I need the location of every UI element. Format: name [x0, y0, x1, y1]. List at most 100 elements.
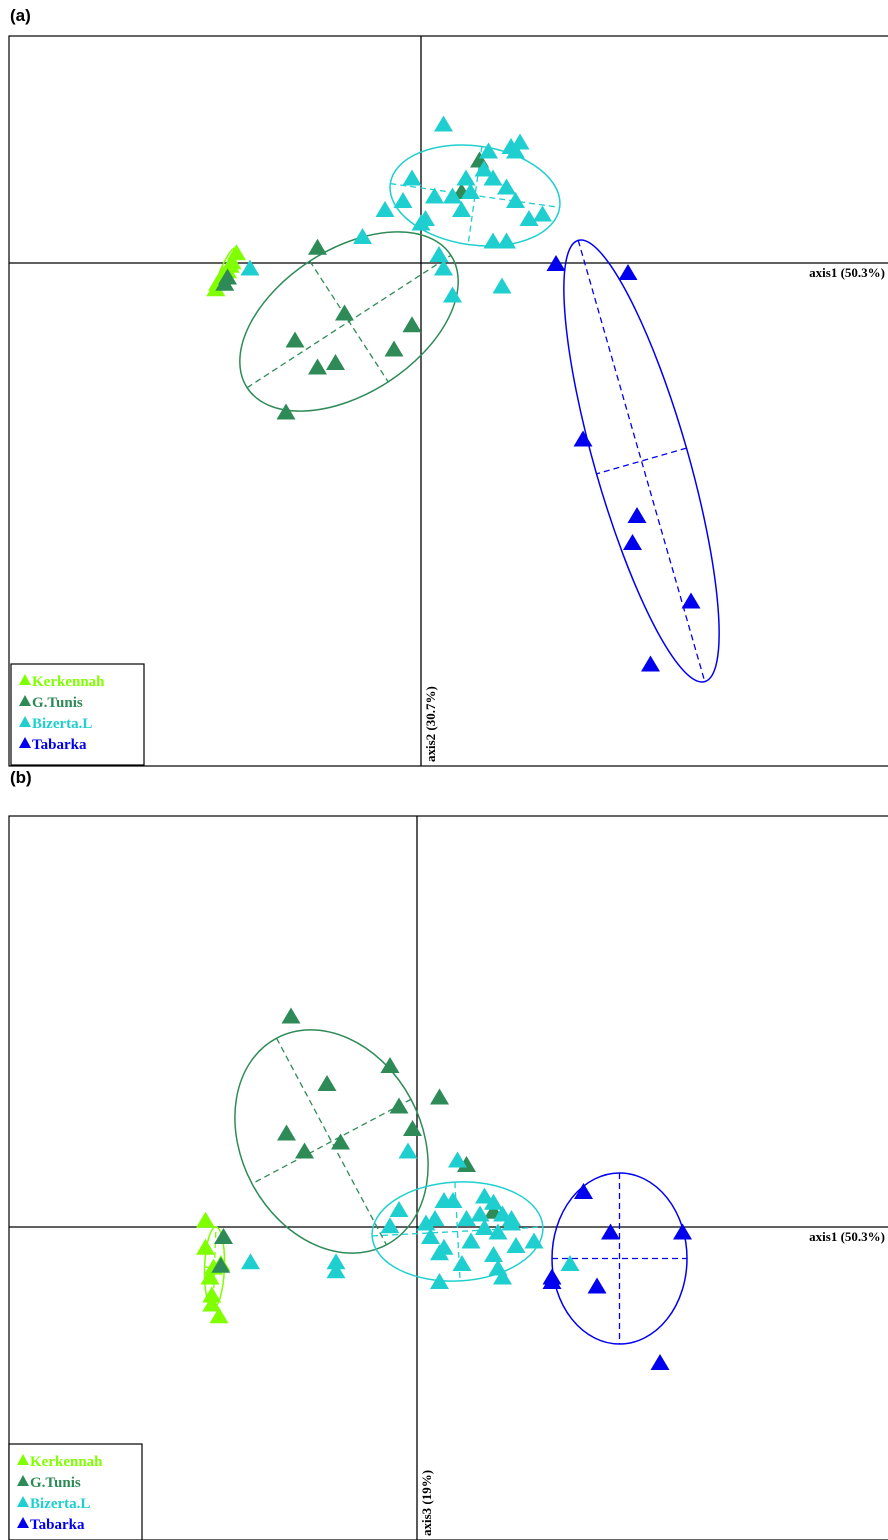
point-bizerta-l-b	[502, 1214, 521, 1231]
point-bizerta-l-a	[461, 183, 480, 199]
point-g-tunis-b	[214, 1228, 233, 1244]
point-tabarka-a	[573, 430, 593, 447]
point-bizerta-l-a	[375, 201, 395, 217]
point-bizerta-l-a	[393, 192, 413, 208]
x-axis-label-a: axis1 (50.3%)	[809, 265, 885, 280]
point-g-tunis-a	[402, 316, 422, 333]
point-bizerta-l-b	[421, 1228, 440, 1244]
point-g-tunis-a	[276, 403, 296, 420]
point-kerkennah-a	[206, 280, 226, 297]
point-kerkennah-b	[209, 1307, 229, 1324]
ellipse-tabarka-b	[551, 1172, 688, 1345]
point-g-tunis-a	[308, 358, 327, 375]
point-bizerta-l-b	[484, 1246, 503, 1262]
plot-frame-a	[8, 35, 888, 767]
panel-a-label: (a)	[10, 6, 31, 25]
point-bizerta-l-b	[452, 1255, 472, 1271]
point-bizerta-l-a	[456, 169, 476, 186]
legend-entry-kerkennah: Kerkennah	[30, 1454, 103, 1470]
legend-marker-tabarka	[17, 1517, 29, 1528]
point-bizerta-l-b	[434, 1238, 454, 1255]
point-bizerta-l-a	[429, 246, 449, 262]
point-bizerta-l-a	[506, 142, 525, 159]
point-bizerta-l-b	[560, 1255, 580, 1271]
point-g-tunis-b	[211, 1256, 231, 1273]
point-bizerta-l-a	[533, 205, 552, 222]
legend-entry-tabarka: Tabarka	[30, 1517, 85, 1533]
point-bizerta-l-b	[416, 1214, 436, 1231]
point-bizerta-l-a	[479, 142, 498, 159]
point-tabarka-b	[601, 1223, 620, 1240]
point-bizerta-l-b	[470, 1205, 490, 1222]
point-bizerta-l-a	[452, 201, 471, 217]
y-axis-label-b: axis3 (19%)	[419, 1470, 434, 1536]
point-bizerta-l-b	[506, 1237, 526, 1253]
point-bizerta-l-b	[457, 1210, 476, 1226]
legend-marker-kerkennah	[17, 1454, 29, 1465]
point-tabarka-a	[618, 264, 638, 280]
ellipse-g-tunis-a	[239, 231, 459, 412]
point-g-tunis-a	[384, 340, 404, 357]
point-bizerta-l-a	[483, 232, 503, 249]
legend-marker-g-tunis	[17, 1475, 29, 1486]
point-bizerta-l-a	[506, 192, 525, 208]
point-bizerta-l-b	[493, 1268, 512, 1285]
point-bizerta-l-a	[519, 210, 539, 226]
point-bizerta-l-a	[353, 228, 372, 244]
point-bizerta-l-b	[430, 1273, 449, 1289]
point-bizerta-l-a	[411, 214, 431, 231]
y-axis-label-a: axis2 (30.7%)	[423, 686, 438, 762]
point-tabarka-a	[546, 255, 566, 271]
point-kerkennah-b	[200, 1268, 220, 1285]
legend-entry-g-tunis: G.Tunis	[30, 1475, 81, 1491]
point-bizerta-l-b	[380, 1217, 400, 1234]
point-bizerta-l-b	[425, 1210, 445, 1226]
legend-entry-g-tunis: G.Tunis	[32, 695, 83, 711]
point-g-tunis-b	[389, 1097, 409, 1114]
point-g-tunis-b	[457, 1156, 476, 1172]
x-axis-label-b: axis1 (50.3%)	[809, 1229, 885, 1244]
point-tabarka-b	[587, 1277, 607, 1294]
point-tabarka-b	[574, 1183, 593, 1199]
point-g-tunis-a	[285, 331, 305, 348]
point-kerkennah-b	[196, 1211, 215, 1228]
point-bizerta-l-b	[448, 1151, 467, 1168]
point-g-tunis-b	[295, 1142, 314, 1159]
point-tabarka-a	[641, 655, 660, 672]
point-tabarka-b	[650, 1354, 670, 1370]
legend-entry-bizerta-l: Bizerta.L	[30, 1496, 90, 1512]
point-bizerta-l-b	[443, 1192, 463, 1208]
point-bizerta-l-b	[524, 1232, 544, 1249]
point-g-tunis-a	[308, 238, 327, 255]
point-g-tunis-b	[331, 1133, 350, 1150]
legend-marker-kerkennah	[19, 674, 31, 685]
point-g-tunis-a	[326, 354, 345, 370]
point-g-tunis-b	[281, 1007, 301, 1024]
point-bizerta-l-a	[483, 169, 503, 186]
legend-entry-tabarka: Tabarka	[32, 737, 87, 753]
point-g-tunis-b	[317, 1075, 337, 1091]
point-bizerta-l-a	[425, 187, 444, 204]
point-bizerta-l-b	[241, 1253, 260, 1270]
point-kerkennah-b	[202, 1295, 222, 1312]
legend-a: Kerkennah G.Tunis Bizerta.L Tabarka	[10, 663, 145, 766]
panel-b-label: (b)	[10, 768, 32, 787]
legend-marker-g-tunis	[19, 695, 31, 706]
point-tabarka-b	[673, 1223, 692, 1240]
point-bizerta-l-a	[474, 160, 494, 177]
point-bizerta-l-a	[497, 178, 516, 195]
point-bizerta-l-a	[434, 115, 453, 132]
point-bizerta-l-a	[402, 169, 422, 186]
point-bizerta-l-b	[326, 1262, 346, 1279]
legend-marker-tabarka	[19, 737, 31, 748]
point-bizerta-l-a	[443, 187, 462, 204]
point-bizerta-l-b	[475, 1187, 494, 1204]
point-bizerta-l-a	[497, 232, 516, 249]
point-g-tunis-b	[403, 1120, 422, 1136]
point-bizerta-l-b	[398, 1142, 418, 1159]
point-bizerta-l-b	[475, 1219, 494, 1235]
legend-entry-kerkennah: Kerkennah	[32, 674, 105, 690]
point-bizerta-l-b	[326, 1253, 346, 1270]
